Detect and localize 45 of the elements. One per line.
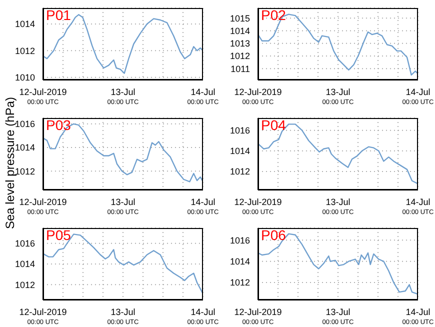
x-tick-label: 14-Jul 00:00 UTC — [402, 87, 434, 106]
x-tick-label: 13-Jul 00:00 UTC — [107, 87, 140, 106]
chart-title: P01 — [46, 7, 71, 23]
y-tick-label: 1014 — [230, 256, 250, 267]
y-axis-title: Sea level pressure (hPa) — [3, 96, 17, 230]
y-tick-label: 1014 — [14, 259, 35, 270]
y-tick-label: 1014 — [14, 19, 35, 30]
y-tick-label: 1012 — [230, 278, 250, 288]
x-tick-label: 13-Jul 00:00 UTC — [322, 87, 354, 106]
x-tick-label: 13-Jul 00:00 UTC — [322, 307, 354, 326]
y-tick-label: 1012 — [230, 51, 250, 62]
y-tick-label: 1014 — [230, 26, 250, 36]
x-tick-label: 14-Jul 00:00 UTC — [187, 197, 220, 216]
y-tick-label: 1016 — [230, 235, 250, 246]
x-tick-label: 13-Jul 00:00 UTC — [322, 197, 354, 216]
x-tick-label: 14-Jul 00:00 UTC — [402, 307, 434, 326]
chart-title: P05 — [46, 227, 71, 243]
x-tick-label: 13-Jul 00:00 UTC — [107, 197, 140, 216]
x-tick-label: 14-Jul 00:00 UTC — [187, 87, 220, 106]
y-tick-label: 1012 — [230, 166, 250, 177]
x-tick-label: 13-Jul 00:00 UTC — [107, 307, 140, 326]
y-tick-label: 1010 — [14, 72, 35, 83]
y-tick-label: 1011 — [230, 64, 250, 74]
y-tick-label: 1014 — [230, 146, 250, 156]
x-tick-label: 12-Jul-2019 00:00 UTC — [234, 197, 282, 216]
y-tick-label: 1016 — [14, 119, 35, 130]
chart-title: P02 — [261, 7, 286, 23]
y-tick-label: 1014 — [14, 142, 35, 153]
x-tick-label: 12-Jul-2019 00:00 UTC — [19, 87, 67, 106]
chart-title: P06 — [261, 227, 286, 243]
y-tick-label: 1012 — [14, 46, 35, 56]
y-tick-label: 1016 — [230, 126, 250, 136]
chart-title: P04 — [261, 117, 286, 133]
y-tick-label: 1016 — [14, 238, 35, 249]
y-tick-label: 1012 — [14, 280, 35, 290]
x-tick-label: 12-Jul-2019 00:00 UTC — [234, 307, 282, 326]
x-tick-label: 12-Jul-2019 00:00 UTC — [234, 87, 282, 106]
x-tick-label: 14-Jul 00:00 UTC — [402, 197, 434, 216]
y-tick-label: 1012 — [14, 166, 35, 176]
x-tick-label: 12-Jul-2019 00:00 UTC — [19, 307, 67, 326]
chart-title: P03 — [46, 117, 71, 133]
y-tick-label: 1013 — [230, 38, 250, 49]
x-tick-label: 12-Jul-2019 00:00 UTC — [19, 197, 67, 216]
x-tick-label: 14-Jul 00:00 UTC — [187, 307, 220, 326]
y-tick-label: 1015 — [230, 13, 250, 24]
